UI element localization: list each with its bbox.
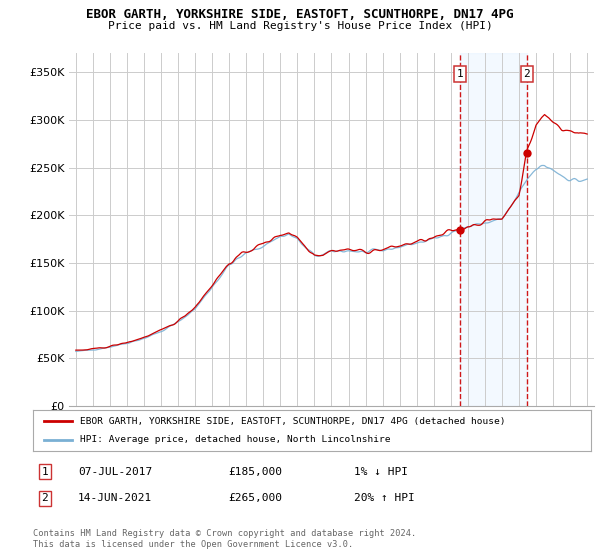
Text: 2: 2 [41,493,49,503]
Text: £265,000: £265,000 [228,493,282,503]
Text: HPI: Average price, detached house, North Lincolnshire: HPI: Average price, detached house, Nort… [80,436,391,445]
Text: 20% ↑ HPI: 20% ↑ HPI [354,493,415,503]
Bar [460,53,527,406]
Text: 2: 2 [523,69,530,79]
Text: Contains HM Land Registry data © Crown copyright and database right 2024.
This d: Contains HM Land Registry data © Crown c… [33,529,416,549]
Text: EBOR GARTH, YORKSHIRE SIDE, EASTOFT, SCUNTHORPE, DN17 4PG (detached house): EBOR GARTH, YORKSHIRE SIDE, EASTOFT, SCU… [80,417,506,426]
Text: 14-JUN-2021: 14-JUN-2021 [78,493,152,503]
Text: EBOR GARTH, YORKSHIRE SIDE, EASTOFT, SCUNTHORPE, DN17 4PG: EBOR GARTH, YORKSHIRE SIDE, EASTOFT, SCU… [86,8,514,21]
Text: £185,000: £185,000 [228,466,282,477]
Text: 1: 1 [41,466,49,477]
Text: 1: 1 [457,69,463,79]
Text: 07-JUL-2017: 07-JUL-2017 [78,466,152,477]
Text: 1% ↓ HPI: 1% ↓ HPI [354,466,408,477]
Text: Price paid vs. HM Land Registry's House Price Index (HPI): Price paid vs. HM Land Registry's House … [107,21,493,31]
